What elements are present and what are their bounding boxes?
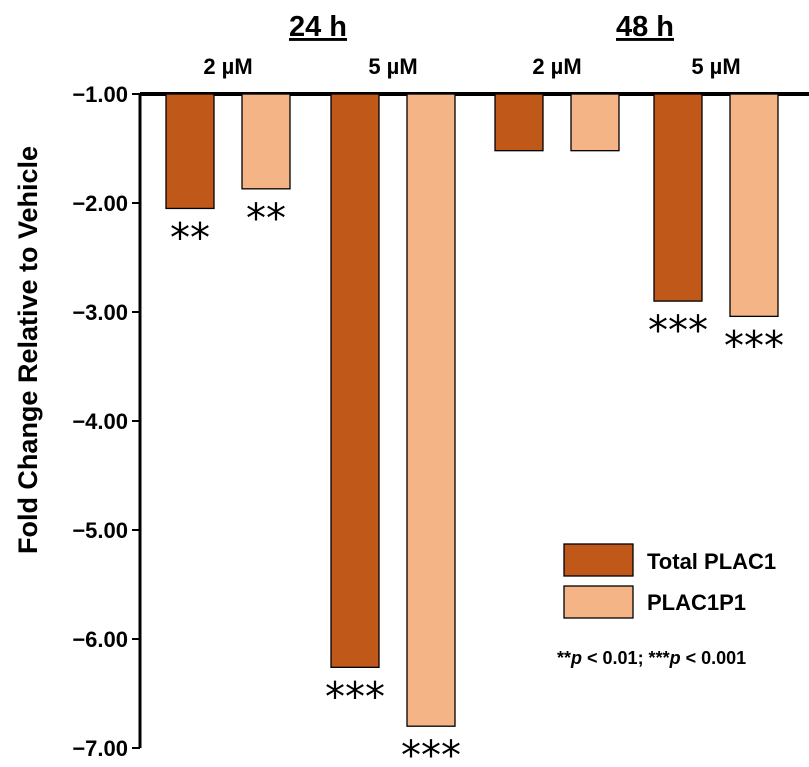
y-tick-label: −6.00 bbox=[72, 627, 128, 652]
y-tick-label: −1.00 bbox=[72, 82, 128, 107]
bars bbox=[165, 93, 779, 727]
bar-plac1p1 bbox=[241, 93, 291, 190]
bar-total-plac1 bbox=[653, 93, 703, 302]
bar-plac1p1 bbox=[729, 93, 779, 318]
y-tick-label: −4.00 bbox=[72, 409, 128, 434]
bar-total-plac1 bbox=[330, 93, 380, 668]
significance-marker: ** bbox=[246, 196, 286, 242]
significance-marker: *** bbox=[648, 308, 708, 354]
bar-plac1p1 bbox=[406, 93, 456, 727]
legend-label-plac1p1: PLAC1P1 bbox=[647, 590, 746, 615]
y-tick-label: −7.00 bbox=[72, 736, 128, 761]
time-group-label: 24 h bbox=[289, 11, 347, 43]
significance-marker: ** bbox=[170, 215, 210, 261]
bar-total-plac1 bbox=[165, 93, 215, 210]
y-tick-label: −2.00 bbox=[72, 191, 128, 216]
y-axis-label: Fold Change Relative to Vehicle bbox=[13, 146, 43, 554]
dose-label: 5 µM bbox=[691, 54, 740, 79]
legend-swatch-total-plac1 bbox=[563, 543, 634, 577]
dose-label: 2 µM bbox=[532, 54, 581, 79]
time-group-label: 48 h bbox=[616, 11, 674, 43]
significance-footnote: **p < 0.01; ***p < 0.001 bbox=[557, 648, 746, 668]
dose-label: 2 µM bbox=[203, 54, 252, 79]
legend-label-total-plac1: Total PLAC1 bbox=[647, 549, 776, 574]
legend-swatch-plac1p1 bbox=[563, 585, 634, 619]
significance-marker: *** bbox=[724, 323, 784, 369]
y-axis: −1.00 −2.00 −3.00 −4.00 −5.00 −6.00 −7.00 bbox=[72, 82, 809, 761]
dose-label: 5 µM bbox=[368, 54, 417, 79]
y-tick-label: −5.00 bbox=[72, 518, 128, 543]
significance-marker: *** bbox=[325, 674, 385, 720]
legend: Total PLAC1 PLAC1P1 bbox=[563, 543, 776, 619]
y-tick-label: −3.00 bbox=[72, 300, 128, 325]
bar-plac1p1 bbox=[570, 93, 620, 152]
labels: ****************24 h 48 h2 µM 5 µM 2 µM 5 µM bbox=[170, 11, 784, 767]
bar-total-plac1 bbox=[494, 93, 544, 152]
significance-marker: *** bbox=[401, 733, 461, 767]
